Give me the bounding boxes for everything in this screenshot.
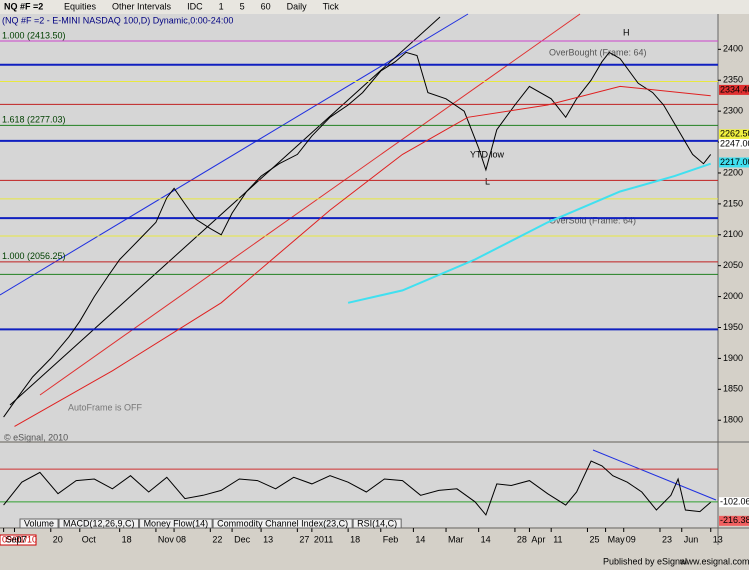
x-tick-label: 13 (263, 534, 273, 544)
annotation: OverBought (Frame: 64) (549, 47, 647, 57)
y-tick-label: 2000 (723, 291, 743, 301)
price-pane (0, 14, 718, 441)
channel-line (0, 13, 469, 296)
toolbar-item[interactable]: 1 (219, 1, 224, 11)
date-box (0, 534, 37, 546)
annotation: AutoFrame is OFF (68, 402, 143, 412)
price-tag (719, 515, 749, 526)
x-tick-label: 13 (713, 534, 723, 544)
x-tick-label: Jun (684, 534, 699, 544)
indicator-tab[interactable] (19, 518, 59, 529)
y-tick-label: 2200 (723, 167, 743, 177)
indicator-tab-label[interactable]: Commodity Channel Index(23,C) (217, 518, 348, 528)
indicator-pane (0, 443, 718, 527)
level-label: 1.000 (2056.25) (2, 251, 66, 261)
x-tick-label: Oct (82, 534, 97, 544)
price-tag-label: 2247.00 (720, 138, 749, 148)
toolbar-item[interactable]: 60 (261, 1, 271, 11)
level-label: 1.000 (2413.50) (2, 30, 66, 40)
x-tick-label: Dec (234, 534, 251, 544)
x-tick-label: 09 (626, 534, 636, 544)
x-tick-label: 2011 (314, 534, 333, 544)
x-tick-label: Sep (6, 534, 22, 544)
x-tick-label: 08 (176, 534, 186, 544)
series-line (14, 85, 711, 427)
footer-text: Published by eSignal (603, 556, 687, 566)
y-tick-label: 1950 (723, 322, 743, 332)
series-line (347, 162, 712, 304)
x-tick-label: Mar (448, 534, 464, 544)
price-tag (719, 497, 749, 508)
indicator-tab-label[interactable]: Volume (24, 518, 54, 528)
x-tick-label: 22 (212, 534, 222, 544)
indicator-tab[interactable] (212, 518, 353, 529)
indicator-tab-label[interactable]: MACD(12,26,9,C) (63, 518, 135, 528)
x-tick-label: Nov (158, 534, 175, 544)
x-tick-label: Feb (383, 534, 399, 544)
x-tick-label: 28 (517, 534, 527, 544)
indicator-tab[interactable] (139, 518, 213, 529)
price-tag-label: 2334.40 (720, 84, 749, 94)
indicator-tab-label[interactable]: Money Flow(14) (144, 518, 209, 528)
price-tag (719, 129, 749, 140)
y-tick-label: 2350 (723, 75, 743, 85)
chart-title: (NQ #F =2 - E-MINI NASDAQ 100,D) Dynamic… (2, 15, 233, 25)
price-tag-label: -216.38 (720, 515, 749, 525)
price-tag (719, 157, 749, 168)
y-tick-label: 2400 (723, 44, 743, 54)
toolbar-item[interactable]: Other Intervals (112, 1, 172, 11)
y-tick-label: 2100 (723, 229, 743, 239)
price-tag (719, 138, 749, 149)
x-tick-label: 11 (553, 534, 562, 544)
channel-line (39, 13, 581, 396)
date-box-text: 09/01/10 (2, 534, 37, 544)
series-line (3, 460, 712, 516)
x-tick-label: 20 (53, 534, 63, 544)
toolbar-item[interactable]: Equities (64, 1, 97, 11)
y-tick-label: 2300 (723, 106, 743, 116)
x-tick-label: 18 (122, 534, 132, 544)
y-tick-label: 1800 (723, 415, 743, 425)
annotation: YTD low (470, 149, 505, 159)
x-tick-label: 23 (662, 534, 672, 544)
x-tick-label: 25 (589, 534, 599, 544)
x-tick-label: 18 (350, 534, 360, 544)
toolbar (0, 0, 749, 14)
x-tick-label: Apr (531, 534, 545, 544)
price-tag (719, 84, 749, 95)
y-tick-label: 1900 (723, 353, 743, 363)
footer-url: www.esignal.com (679, 556, 749, 566)
footer (0, 555, 749, 570)
toolbar-item[interactable]: Daily (287, 1, 308, 11)
indicator-tab[interactable] (352, 518, 402, 529)
x-tick-label: 14 (415, 534, 425, 544)
toolbar-item[interactable]: IDC (187, 1, 203, 11)
x-tick-label: 14 (481, 534, 491, 544)
toolbar-item[interactable]: 5 (240, 1, 245, 11)
x-tick-label: 07 (17, 534, 27, 544)
symbol[interactable]: NQ #F =2 (4, 1, 43, 11)
series-line (3, 51, 712, 418)
toolbar-item[interactable]: Tick (323, 1, 340, 11)
trend-line (592, 449, 717, 501)
annotation: © eSignal, 2010 (4, 432, 68, 442)
annotation: L (485, 176, 490, 186)
price-tag-label: 2217.00 (720, 157, 749, 167)
level-label: 1.618 (2277.03) (2, 115, 66, 125)
price-tag-label: -102.06 (720, 497, 749, 507)
price-tag-label: 2262.50 (720, 129, 749, 139)
indicator-tab[interactable] (58, 518, 140, 529)
annotation: H (623, 27, 630, 37)
x-tick-label: 27 (299, 534, 309, 544)
indicator-tab-label[interactable]: RSI(14,C) (357, 518, 397, 528)
y-tick-label: 2150 (723, 198, 743, 208)
y-tick-label: 2050 (723, 260, 743, 270)
x-tick-label: May (608, 534, 626, 544)
y-tick-label: 1850 (723, 384, 743, 394)
annotation: OverSold (Frame: 64) (549, 215, 636, 225)
